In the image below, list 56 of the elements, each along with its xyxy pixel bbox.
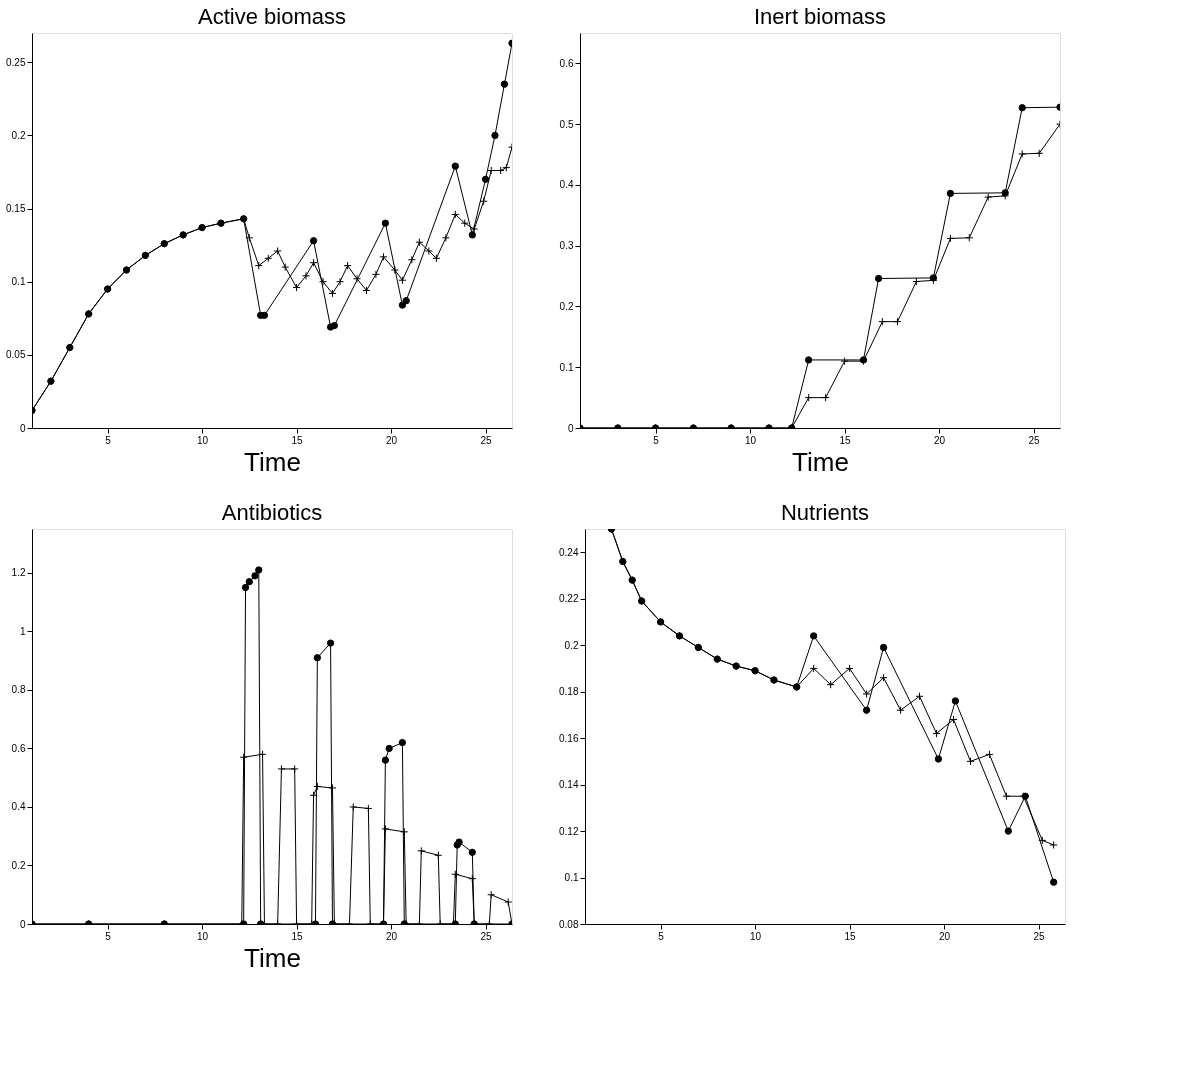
x-tick-label: 25 xyxy=(1028,434,1041,446)
x-tick-label: 20 xyxy=(385,434,398,446)
y-tick-label: 0.08 xyxy=(559,918,579,930)
x-tick-label: 15 xyxy=(839,434,852,446)
y-tick-label: 0 xyxy=(19,918,26,930)
x-tick-label: 25 xyxy=(480,930,493,942)
y-tick-label: 0.2 xyxy=(11,129,26,141)
x-tick-label: 15 xyxy=(291,434,304,446)
x-tick-label: 10 xyxy=(745,434,757,446)
y-tick-label: 1 xyxy=(19,625,26,637)
x-tick-label: 5 xyxy=(105,930,112,942)
x-tick-label: 20 xyxy=(938,930,951,942)
y-tick-label: 0.12 xyxy=(559,825,579,837)
y-tick-label: 0.25 xyxy=(6,56,26,68)
y-tick-label: 0.18 xyxy=(559,686,579,698)
y-tick-label: 0.14 xyxy=(559,779,579,791)
x-tick-label: 5 xyxy=(653,434,660,446)
x-tick-label: 20 xyxy=(385,930,398,942)
x-tick-label: 10 xyxy=(197,434,209,446)
y-tick-label: 0.1 xyxy=(559,361,574,373)
x-axis-title: Time xyxy=(244,446,301,477)
chart-title: Nutrients xyxy=(780,500,870,525)
x-tick-label: 25 xyxy=(1033,930,1046,942)
y-tick-label: 0 xyxy=(567,422,574,434)
x-tick-label: 10 xyxy=(750,930,762,942)
y-tick-label: 0 xyxy=(19,422,26,434)
x-tick-label: 10 xyxy=(197,930,209,942)
chart-title: Active biomass xyxy=(198,4,346,29)
y-tick-label: 0.8 xyxy=(11,684,26,696)
y-tick-label: 0.05 xyxy=(6,349,26,361)
x-tick-label: 15 xyxy=(291,930,304,942)
x-tick-label: 5 xyxy=(105,434,112,446)
y-tick-label: 0.4 xyxy=(11,801,26,813)
y-tick-label: 0.24 xyxy=(559,546,579,558)
y-tick-label: 0.15 xyxy=(6,203,26,215)
y-tick-label: 0.1 xyxy=(564,872,579,884)
y-tick-label: 0.2 xyxy=(564,639,579,651)
y-tick-label: 0.4 xyxy=(559,179,574,191)
x-tick-label: 20 xyxy=(933,434,946,446)
y-tick-label: 0.16 xyxy=(559,732,579,744)
y-tick-label: 0.6 xyxy=(559,57,574,69)
y-tick-label: 0.1 xyxy=(11,276,26,288)
y-tick-label: 1.2 xyxy=(11,567,26,579)
y-tick-label: 0.6 xyxy=(11,742,26,754)
y-tick-label: 0.2 xyxy=(559,300,574,312)
x-axis-title: Time xyxy=(792,446,849,477)
y-tick-label: 0.22 xyxy=(559,593,579,605)
x-axis-title: Time xyxy=(244,942,301,973)
x-tick-label: 5 xyxy=(658,930,665,942)
x-tick-label: 25 xyxy=(480,434,493,446)
y-tick-label: 0.2 xyxy=(11,859,26,871)
chart-title: Antibiotics xyxy=(221,500,323,525)
y-tick-label: 0.5 xyxy=(559,118,574,130)
y-tick-label: 0.3 xyxy=(559,240,574,252)
x-tick-label: 15 xyxy=(844,930,857,942)
chart-title: Inert biomass xyxy=(753,4,887,29)
